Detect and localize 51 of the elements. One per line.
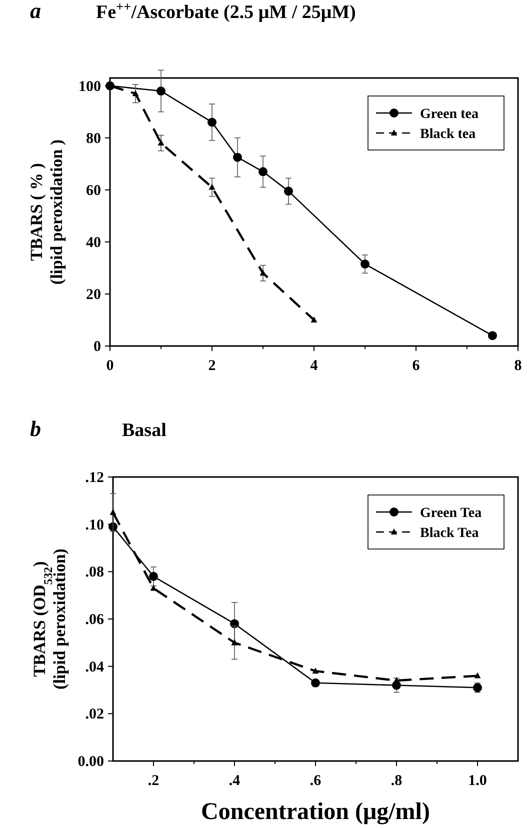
y-tick-label: .10 xyxy=(85,517,104,534)
x-tick-label: .6 xyxy=(310,773,322,789)
x-tick-label: .4 xyxy=(228,773,241,789)
point xyxy=(233,152,242,162)
point xyxy=(156,86,166,96)
point xyxy=(110,509,116,515)
chart-title: Basal xyxy=(122,420,166,441)
y-tick-label: .02 xyxy=(85,706,104,723)
point xyxy=(311,678,320,688)
chart-title: Fe$^{++}$/Ascorbate (2.5 μM / 25μM) xyxy=(96,0,356,23)
point xyxy=(260,270,266,276)
legend-label: Green Tea xyxy=(420,506,482,521)
x-tick-label: 1.0 xyxy=(468,773,487,789)
point xyxy=(488,331,497,340)
point xyxy=(258,167,268,176)
text: b xyxy=(30,416,41,441)
y-tick-label: 100 xyxy=(78,78,101,95)
y-tick-label: .12 xyxy=(85,470,104,486)
y-tick-label: .08 xyxy=(85,564,104,581)
point xyxy=(231,639,238,646)
y-tick-label: 0.00 xyxy=(78,754,104,770)
text: a xyxy=(30,0,41,23)
point xyxy=(284,186,293,196)
point xyxy=(208,118,216,127)
point xyxy=(150,584,157,591)
x-tick-label: 6 xyxy=(412,358,420,374)
y-tick-label: 40 xyxy=(86,234,101,251)
y-tick-label: 80 xyxy=(86,130,101,147)
y-tick-label: .06 xyxy=(85,612,104,628)
x-tick-label: .8 xyxy=(390,773,402,789)
point xyxy=(312,668,319,674)
x-tick-label: 4 xyxy=(310,358,318,374)
legend-label: Black Tea xyxy=(420,526,479,541)
point xyxy=(208,184,216,190)
y-tick-label: 0 xyxy=(94,339,101,355)
point xyxy=(149,572,158,581)
point xyxy=(474,672,481,678)
x-axis-title: Concentration (μg/ml) xyxy=(201,799,430,825)
legend-label: Black tea xyxy=(420,127,476,142)
y-axis-title: TBARS ( % ) (lipid peroxidation ) xyxy=(27,139,66,285)
y-tick-label: .04 xyxy=(85,659,104,676)
y-tick-label: 20 xyxy=(86,286,101,303)
point xyxy=(310,316,318,322)
point xyxy=(158,140,164,146)
x-tick-label: 8 xyxy=(514,358,522,374)
legend-label: Green tea xyxy=(420,107,478,122)
y-tick-label: 60 xyxy=(86,182,101,199)
x-tick-label: .2 xyxy=(148,773,160,789)
x-tick-label: 2 xyxy=(208,358,216,374)
point xyxy=(132,90,139,96)
point xyxy=(360,260,370,269)
